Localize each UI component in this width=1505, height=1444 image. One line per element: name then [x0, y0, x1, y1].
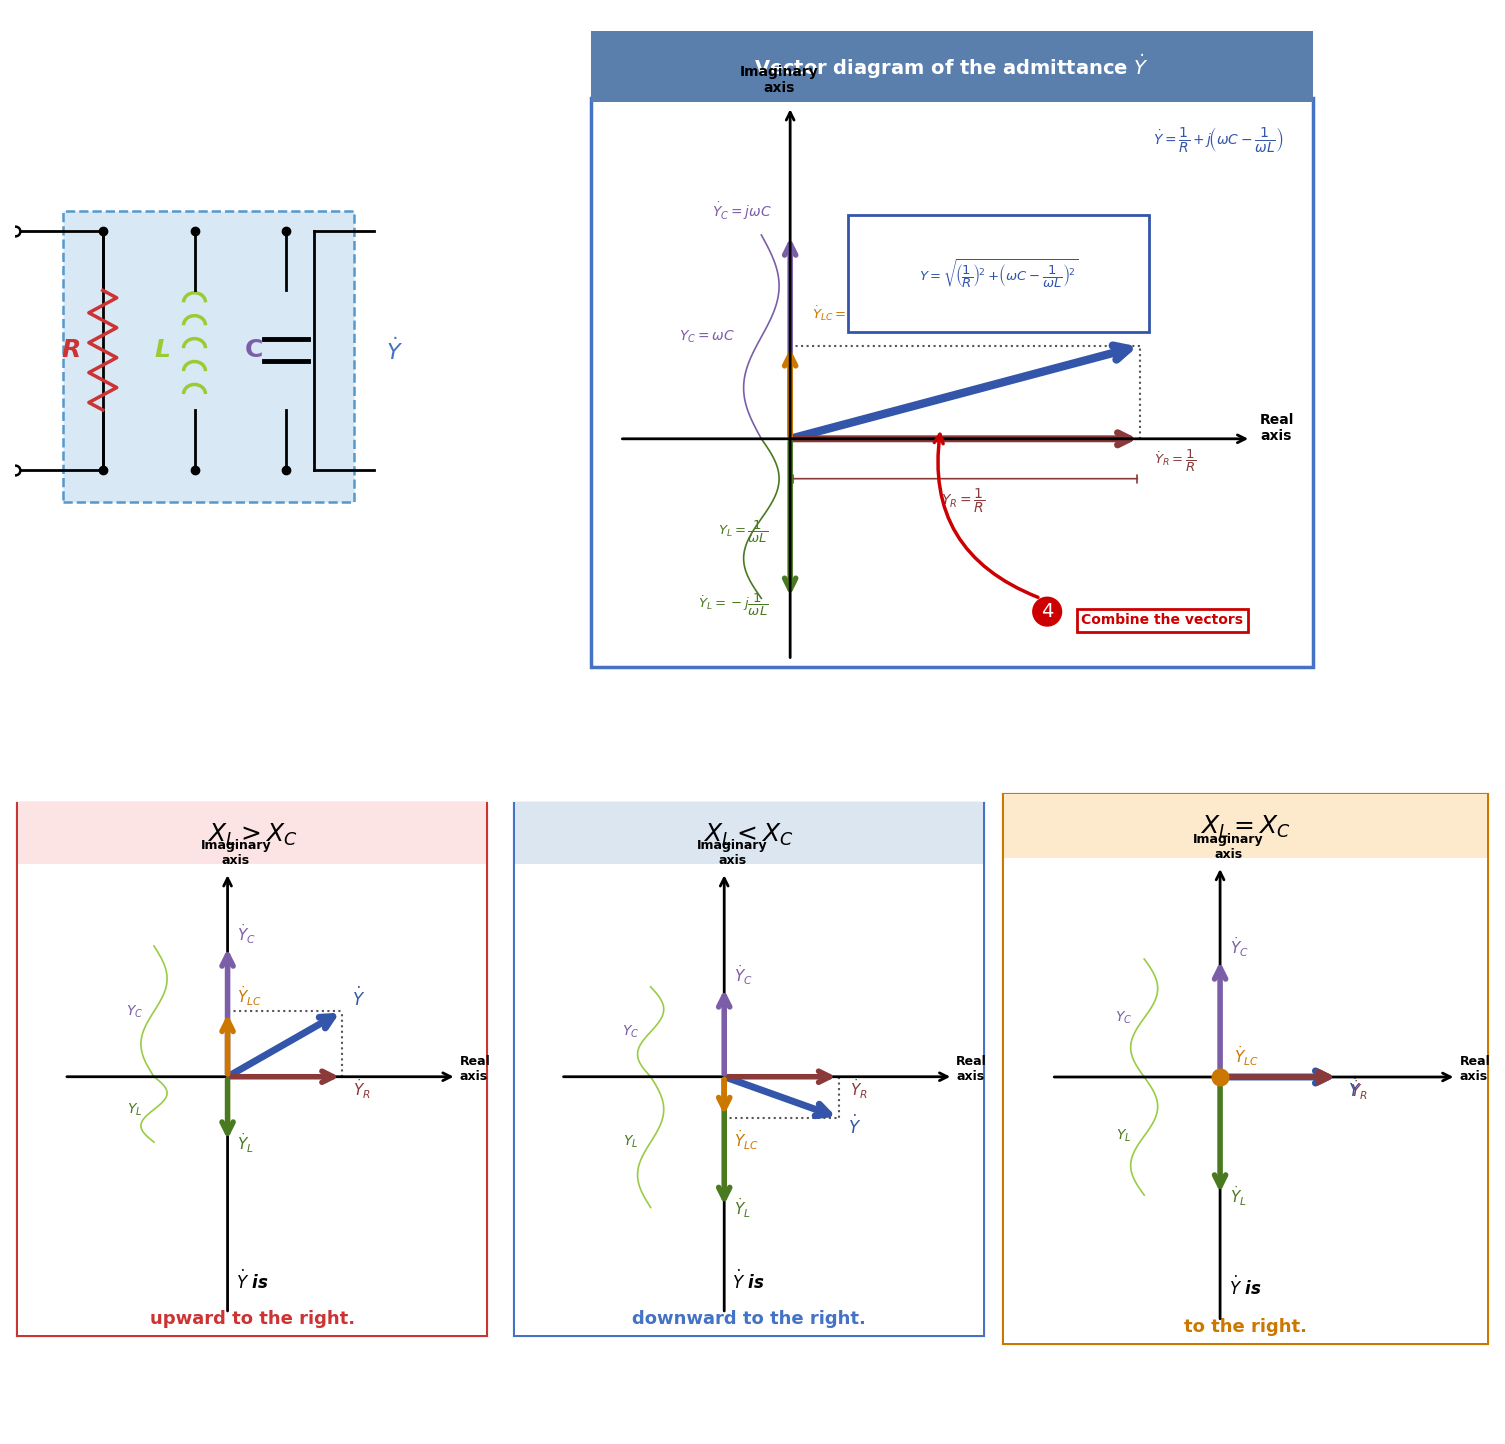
Text: $X_L = X_C$: $X_L = X_C$ [1199, 814, 1291, 840]
Text: $\dot{Y}_C$: $\dot{Y}_C$ [238, 923, 256, 946]
Text: upward to the right.: upward to the right. [149, 1310, 355, 1327]
Text: $\dot{Y}_R$: $\dot{Y}_R$ [354, 1077, 372, 1102]
Text: $\dot{Y}$ is: $\dot{Y}$ is [733, 1269, 765, 1292]
FancyBboxPatch shape [515, 864, 983, 1336]
Text: $\dot{Y}$ is: $\dot{Y}$ is [1230, 1276, 1261, 1300]
Text: $\dot{Y}_R$: $\dot{Y}_R$ [850, 1077, 868, 1102]
FancyBboxPatch shape [18, 864, 486, 1336]
Text: C: C [245, 338, 263, 362]
FancyBboxPatch shape [1004, 796, 1487, 1343]
Text: $\dot{Y} = \dfrac{1}{R} + j\!\left(\omega C - \dfrac{1}{\omega L}\right)$: $\dot{Y} = \dfrac{1}{R} + j\!\left(\omeg… [1153, 126, 1284, 155]
Text: $Y_C$: $Y_C$ [623, 1024, 640, 1040]
Text: $\dot{Y}$: $\dot{Y}$ [385, 336, 403, 364]
Text: $Y_L$: $Y_L$ [1117, 1128, 1132, 1144]
Text: $X_L < X_C$: $X_L < X_C$ [703, 822, 795, 848]
Text: Real
axis: Real axis [1260, 413, 1294, 443]
Text: $\dot{Y}$: $\dot{Y}$ [352, 988, 366, 1011]
Text: $Y_C = \omega C$: $Y_C = \omega C$ [679, 329, 734, 345]
Text: $Y_L$: $Y_L$ [623, 1134, 638, 1151]
FancyBboxPatch shape [63, 211, 354, 501]
FancyBboxPatch shape [515, 804, 983, 1336]
Text: Imaginary
axis: Imaginary axis [697, 839, 768, 868]
Text: $\dot{Y}_{LC}$: $\dot{Y}_{LC}$ [1234, 1044, 1258, 1069]
Text: $\dot{Y}_C = j\omega C$: $\dot{Y}_C = j\omega C$ [712, 199, 772, 221]
Text: L: L [155, 338, 170, 362]
Text: $\dot{Y}_C$: $\dot{Y}_C$ [734, 963, 752, 986]
Text: $\dot{Y}_R$: $\dot{Y}_R$ [1350, 1079, 1368, 1102]
Text: $\dot{Y}_L$: $\dot{Y}_L$ [1230, 1184, 1248, 1209]
Text: downward to the right.: downward to the right. [632, 1310, 865, 1327]
FancyBboxPatch shape [591, 32, 1312, 103]
FancyBboxPatch shape [18, 801, 486, 868]
Text: Imaginary
axis: Imaginary axis [739, 65, 819, 95]
Text: $X_L > X_C$: $X_L > X_C$ [206, 822, 298, 848]
Text: Combine the vectors: Combine the vectors [1082, 614, 1243, 628]
Text: $Y_R = \dfrac{1}{R}$: $Y_R = \dfrac{1}{R}$ [941, 487, 986, 516]
Text: $\dot{Y}$ is: $\dot{Y}$ is [236, 1269, 268, 1292]
FancyBboxPatch shape [1004, 794, 1487, 861]
Text: Imaginary
axis: Imaginary axis [1193, 833, 1264, 861]
Text: Imaginary
axis: Imaginary axis [200, 839, 271, 868]
Text: $\dot{Y}_{LC}$: $\dot{Y}_{LC}$ [238, 985, 262, 1008]
Text: $Y_L$: $Y_L$ [126, 1102, 141, 1118]
FancyBboxPatch shape [591, 98, 1312, 667]
FancyBboxPatch shape [515, 801, 983, 868]
Text: to the right.: to the right. [1184, 1317, 1306, 1336]
FancyBboxPatch shape [847, 215, 1150, 332]
Text: Real
axis: Real axis [1460, 1054, 1490, 1083]
Text: 4: 4 [1041, 602, 1053, 621]
Text: R: R [62, 338, 80, 362]
Text: $Y_C$: $Y_C$ [1115, 1009, 1133, 1027]
Text: $\dot{Y}_L$: $\dot{Y}_L$ [238, 1131, 254, 1155]
Text: $\dot{Y}$: $\dot{Y}$ [849, 1115, 862, 1138]
Text: $\dot{Y}_C$: $\dot{Y}_C$ [1230, 934, 1249, 959]
Text: Real
axis: Real axis [956, 1054, 987, 1083]
Text: $Y_L = \dfrac{1}{\omega L}$: $Y_L = \dfrac{1}{\omega L}$ [718, 518, 768, 544]
Text: $\dot{Y}$: $\dot{Y}$ [1348, 1079, 1362, 1102]
Text: Real
axis: Real axis [459, 1054, 491, 1083]
FancyBboxPatch shape [18, 804, 486, 1336]
FancyBboxPatch shape [1004, 858, 1487, 1343]
Text: Vector diagram of the admittance $\dot{Y}$: Vector diagram of the admittance $\dot{Y… [754, 52, 1150, 81]
Text: $\dot{Y}_L$: $\dot{Y}_L$ [734, 1197, 751, 1220]
Text: $\dot{Y}_{LC}$: $\dot{Y}_{LC}$ [734, 1128, 759, 1152]
Text: $Y_C$: $Y_C$ [126, 1004, 143, 1019]
Text: $Y = \sqrt{\!\left(\dfrac{1}{R}\right)^{\!2} + \!\left(\omega C - \dfrac{1}{\ome: $Y = \sqrt{\!\left(\dfrac{1}{R}\right)^{… [920, 257, 1078, 290]
Text: $\dot{Y}_R = \dfrac{1}{R}$: $\dot{Y}_R = \dfrac{1}{R}$ [1153, 448, 1196, 474]
Text: $\dot{Y}_L = -j\dfrac{1}{\omega L}$: $\dot{Y}_L = -j\dfrac{1}{\omega L}$ [698, 592, 768, 618]
Text: $\dot{Y}_{LC} = j\!\left(\omega C - \dfrac{1}{\omega L}\right)$: $\dot{Y}_{LC} = j\!\left(\omega C - \dfr… [813, 300, 921, 328]
